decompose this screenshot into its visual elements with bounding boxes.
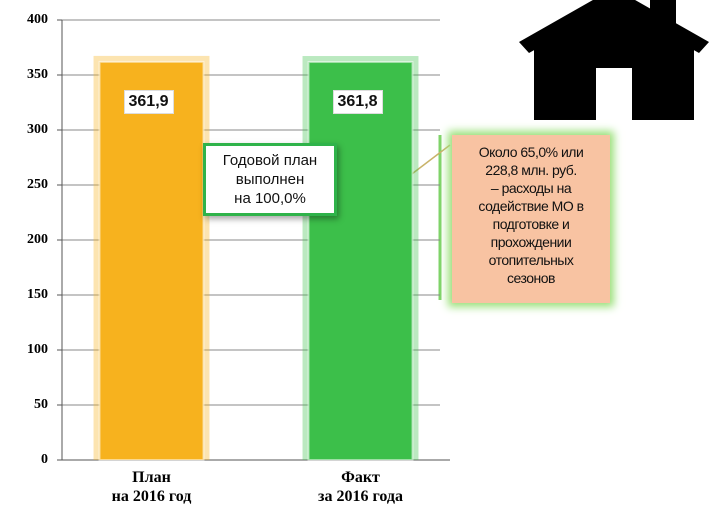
y-tick-label: 50 (34, 397, 48, 412)
y-tick-label: 150 (27, 287, 48, 302)
y-tick-label: 250 (27, 177, 48, 192)
x-tick-label: План на 2016 год (111, 469, 192, 505)
value-label: 361,8 (332, 90, 383, 115)
y-tick-label: 300 (27, 122, 48, 137)
bar (307, 61, 414, 462)
value-label: 361,9 (123, 89, 174, 114)
house-icon (519, 0, 709, 120)
y-tick-label: 0 (41, 452, 48, 467)
annotation: Годовой план выполнен на 100,0% (203, 143, 337, 216)
annotation: Около 65,0% или 228,8 млн. руб. – расход… (452, 135, 610, 303)
bar (98, 60, 205, 461)
y-tick-label: 400 (27, 12, 48, 27)
y-tick-label: 100 (27, 342, 48, 357)
y-tick-label: 350 (27, 67, 48, 82)
x-tick-label: Факт за 2016 года (318, 469, 403, 505)
y-tick-label: 200 (27, 232, 48, 247)
axes: 0 50 100 150 200 250 300 350 400 (27, 12, 450, 467)
